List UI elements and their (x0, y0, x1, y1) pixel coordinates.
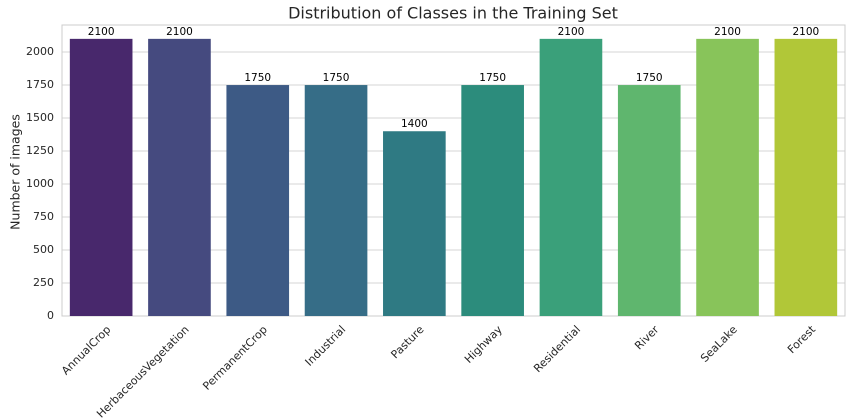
y-tick-label: 1500 (26, 111, 54, 124)
y-axis-label: Number of images (8, 114, 23, 230)
y-tick-label: 500 (33, 243, 54, 256)
x-tick-label: AnnualCrop (59, 323, 113, 377)
bar (148, 38, 211, 316)
x-tick-label: PermanentCrop (200, 323, 270, 393)
value-label: 2100 (88, 26, 115, 38)
x-tick-label: Residential (531, 323, 583, 375)
bar (774, 38, 838, 316)
value-label: 1750 (636, 72, 663, 84)
value-label: 2100 (166, 26, 193, 38)
y-tick-label: 750 (33, 210, 54, 223)
x-tick-label: HerbaceousVegetation (94, 323, 191, 420)
x-tick-label: Highway (462, 323, 505, 366)
value-label: 2100 (792, 26, 819, 38)
x-tick-label: River (632, 323, 662, 353)
bar (226, 85, 290, 316)
y-tick-label: 1250 (26, 144, 54, 157)
bar (696, 38, 759, 316)
y-tick-label: 1750 (26, 78, 54, 91)
value-label: 2100 (714, 26, 741, 38)
x-tick-label: Forest (785, 323, 819, 357)
bar (461, 85, 524, 316)
y-tick-label: 250 (33, 276, 54, 289)
chart-title: Distribution of Classes in the Training … (288, 4, 618, 23)
value-label: 1750 (323, 72, 350, 84)
plot-frame (61, 24, 846, 317)
bar (539, 38, 603, 316)
bar (69, 38, 133, 316)
x-tick-label: Pasture (388, 323, 426, 361)
bar (383, 131, 446, 316)
y-tick-label: 2000 (26, 45, 54, 58)
x-tick-label: SeaLake (698, 323, 740, 365)
value-label: 2100 (558, 26, 585, 38)
bar (304, 85, 368, 316)
y-tick-label: 0 (47, 309, 54, 322)
y-tick-label: 1000 (26, 177, 54, 190)
value-label: 1750 (479, 72, 506, 84)
value-label: 1400 (401, 118, 428, 130)
bar (617, 85, 681, 316)
x-tick-label: Industrial (303, 323, 349, 369)
value-label: 1750 (244, 72, 271, 84)
